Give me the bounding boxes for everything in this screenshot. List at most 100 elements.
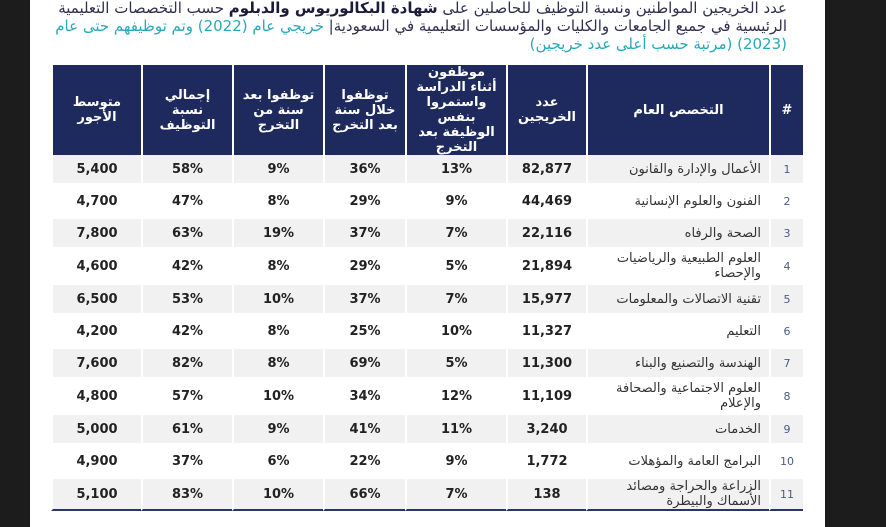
row-index: 2 xyxy=(769,187,803,219)
specialization-cell: تقنية الاتصالات والمعلومات xyxy=(586,285,769,317)
row-index: 1 xyxy=(769,155,803,187)
table-row: 5 تقنية الاتصالات والمعلومات 15,977 7% 37% 10… xyxy=(51,285,803,317)
employed-after-year-cell: 10% xyxy=(232,479,323,511)
total-employment-cell: 42% xyxy=(141,251,232,285)
table-body: 1 الأعمال والإدارة والقانون 82,877 13% 3 6% 9%… xyxy=(51,155,803,511)
specialization-cell: البرامج العامة والمؤهلات xyxy=(586,447,769,479)
total-employment-cell: 37% xyxy=(141,447,232,479)
average-wage-cell: 7,800 xyxy=(51,219,141,251)
average-wage-cell: 4,200 xyxy=(51,317,141,349)
table-row: 7 الهندسة والتصنيع والبناء 11,300 5% 69% 8% 82… xyxy=(51,349,803,381)
row-index: 7 xyxy=(769,349,803,381)
average-wage-cell: 4,900 xyxy=(51,447,141,479)
employed-after-year-cell: 10% xyxy=(232,285,323,317)
total-employment-cell: 53% xyxy=(141,285,232,317)
employed-within-year-cell: 22% xyxy=(323,447,405,479)
employed-within-year-cell: 69% xyxy=(323,349,405,381)
table-row: 6 التعليم 11,327 10% 25% 8% 42% 4,200 xyxy=(51,317,803,349)
table-header-row: # التخصص العام عدد الخريجين موظفون أثناء… xyxy=(51,65,803,155)
average-wage-cell: 7,600 xyxy=(51,349,141,381)
table-row: 11 الزراعة والحراجة ومصائد الأسماك والبيط… xyxy=(51,479,803,511)
row-index: 8 xyxy=(769,381,803,415)
header-employed-within-year: توظفوا خلال سنة بعد التخرج xyxy=(323,65,405,155)
graduates-cell: 1,772 xyxy=(506,447,586,479)
table-row: 3 الصحة والرفاه 22,116 7% 37% 19% 63% 7,800 xyxy=(51,219,803,251)
row-index: 4 xyxy=(769,251,803,285)
row-index: 6 xyxy=(769,317,803,349)
average-wage-cell: 5,000 xyxy=(51,415,141,447)
graduates-cell: 44,469 xyxy=(506,187,586,219)
graduates-cell: 82,877 xyxy=(506,155,586,187)
average-wage-cell: 5,100 xyxy=(51,479,141,511)
employed-during-study-cell: 12% xyxy=(405,381,506,415)
average-wage-cell: 4,800 xyxy=(51,381,141,415)
employed-within-year-cell: 29% xyxy=(323,187,405,219)
employed-after-year-cell: 19% xyxy=(232,219,323,251)
employed-after-year-cell: 9% xyxy=(232,155,323,187)
row-index: 5 xyxy=(769,285,803,317)
specialization-cell: الفنون والعلوم الإنسانية xyxy=(586,187,769,219)
total-employment-cell: 83% xyxy=(141,479,232,511)
employed-during-study-cell: 7% xyxy=(405,285,506,317)
row-index: 9 xyxy=(769,415,803,447)
employed-during-study-cell: 5% xyxy=(405,349,506,381)
total-employment-cell: 82% xyxy=(141,349,232,381)
total-employment-cell: 58% xyxy=(141,155,232,187)
employed-during-study-cell: 10% xyxy=(405,317,506,349)
row-index: 11 xyxy=(769,479,803,511)
header-specialization: التخصص العام xyxy=(586,65,769,155)
average-wage-cell: 4,600 xyxy=(51,251,141,285)
intro-bold: شهادة البكالوريوس والدبلوم xyxy=(228,0,438,17)
employed-during-study-cell: 13% xyxy=(405,155,506,187)
graduates-cell: 21,894 xyxy=(506,251,586,285)
employed-within-year-cell: 29% xyxy=(323,251,405,285)
total-employment-cell: 57% xyxy=(141,381,232,415)
header-index: # xyxy=(769,65,803,155)
table-row: 8 العلوم الاجتماعية والصحافة والإعلام 11,1… xyxy=(51,381,803,415)
intro-text-1: عدد الخريجين المواطنين ونسبة التوظيف للح… xyxy=(437,0,787,17)
graduates-cell: 11,300 xyxy=(506,349,586,381)
graduates-cell: 138 xyxy=(506,479,586,511)
intro-text-2: حسب التخصصات التعليمية الرئيسية في جميع … xyxy=(58,0,787,35)
employed-after-year-cell: 10% xyxy=(232,381,323,415)
employed-after-year-cell: 8% xyxy=(232,251,323,285)
specialization-cell: الخدمات xyxy=(586,415,769,447)
employed-during-study-cell: 11% xyxy=(405,415,506,447)
average-wage-cell: 4,700 xyxy=(51,187,141,219)
table-row: 2 الفنون والعلوم الإنسانية 44,469 9% 29% 8% 47… xyxy=(51,187,803,219)
employed-during-study-cell: 7% xyxy=(405,219,506,251)
row-index: 10 xyxy=(769,447,803,479)
specialization-cell: الهندسة والتصنيع والبناء xyxy=(586,349,769,381)
total-employment-cell: 47% xyxy=(141,187,232,219)
total-employment-cell: 42% xyxy=(141,317,232,349)
employed-after-year-cell: 8% xyxy=(232,317,323,349)
employed-after-year-cell: 8% xyxy=(232,349,323,381)
average-wage-cell: 6,500 xyxy=(51,285,141,317)
specialization-cell: الزراعة والحراجة ومصائد الأسماك والبيطرة xyxy=(586,479,769,511)
specialization-cell: الصحة والرفاه xyxy=(586,219,769,251)
average-wage-cell: 5,400 xyxy=(51,155,141,187)
employed-during-study-cell: 7% xyxy=(405,479,506,511)
header-employed-during-study: موظفون أثناء الدراسة واستمروا بنفس الوظي… xyxy=(405,65,506,155)
intro-paragraph: عدد الخريجين المواطنين ونسبة التوظيف للح… xyxy=(47,0,787,53)
table-row: 10 البرامج العامة والمؤهلات 1,772 9% 22% 6% 37… xyxy=(51,447,803,479)
specialization-cell: العلوم الطبيعية والرياضيات والإحصاء xyxy=(586,251,769,285)
specialization-cell: الأعمال والإدارة والقانون xyxy=(586,155,769,187)
employed-within-year-cell: 66% xyxy=(323,479,405,511)
employed-within-year-cell: 41% xyxy=(323,415,405,447)
employed-after-year-cell: 8% xyxy=(232,187,323,219)
header-employed-after-year: توظفوا بعد سنة من التخرج xyxy=(232,65,323,155)
employed-during-study-cell: 9% xyxy=(405,447,506,479)
header-graduates: عدد الخريجين xyxy=(506,65,586,155)
employed-within-year-cell: 34% xyxy=(323,381,405,415)
employed-after-year-cell: 6% xyxy=(232,447,323,479)
table-row: 4 العلوم الطبيعية والرياضيات والإحصاء 21,8… xyxy=(51,251,803,285)
total-employment-cell: 63% xyxy=(141,219,232,251)
table-row: 9 الخدمات 3,240 11% 41% 9% 61% 5,000 xyxy=(51,415,803,447)
table-row: 1 الأعمال والإدارة والقانون 82,877 13% 36% 9%… xyxy=(51,155,803,187)
specialization-cell: التعليم xyxy=(586,317,769,349)
employed-during-study-cell: 9% xyxy=(405,187,506,219)
row-index: 3 xyxy=(769,219,803,251)
employed-during-study-cell: 5% xyxy=(405,251,506,285)
total-employment-cell: 61% xyxy=(141,415,232,447)
